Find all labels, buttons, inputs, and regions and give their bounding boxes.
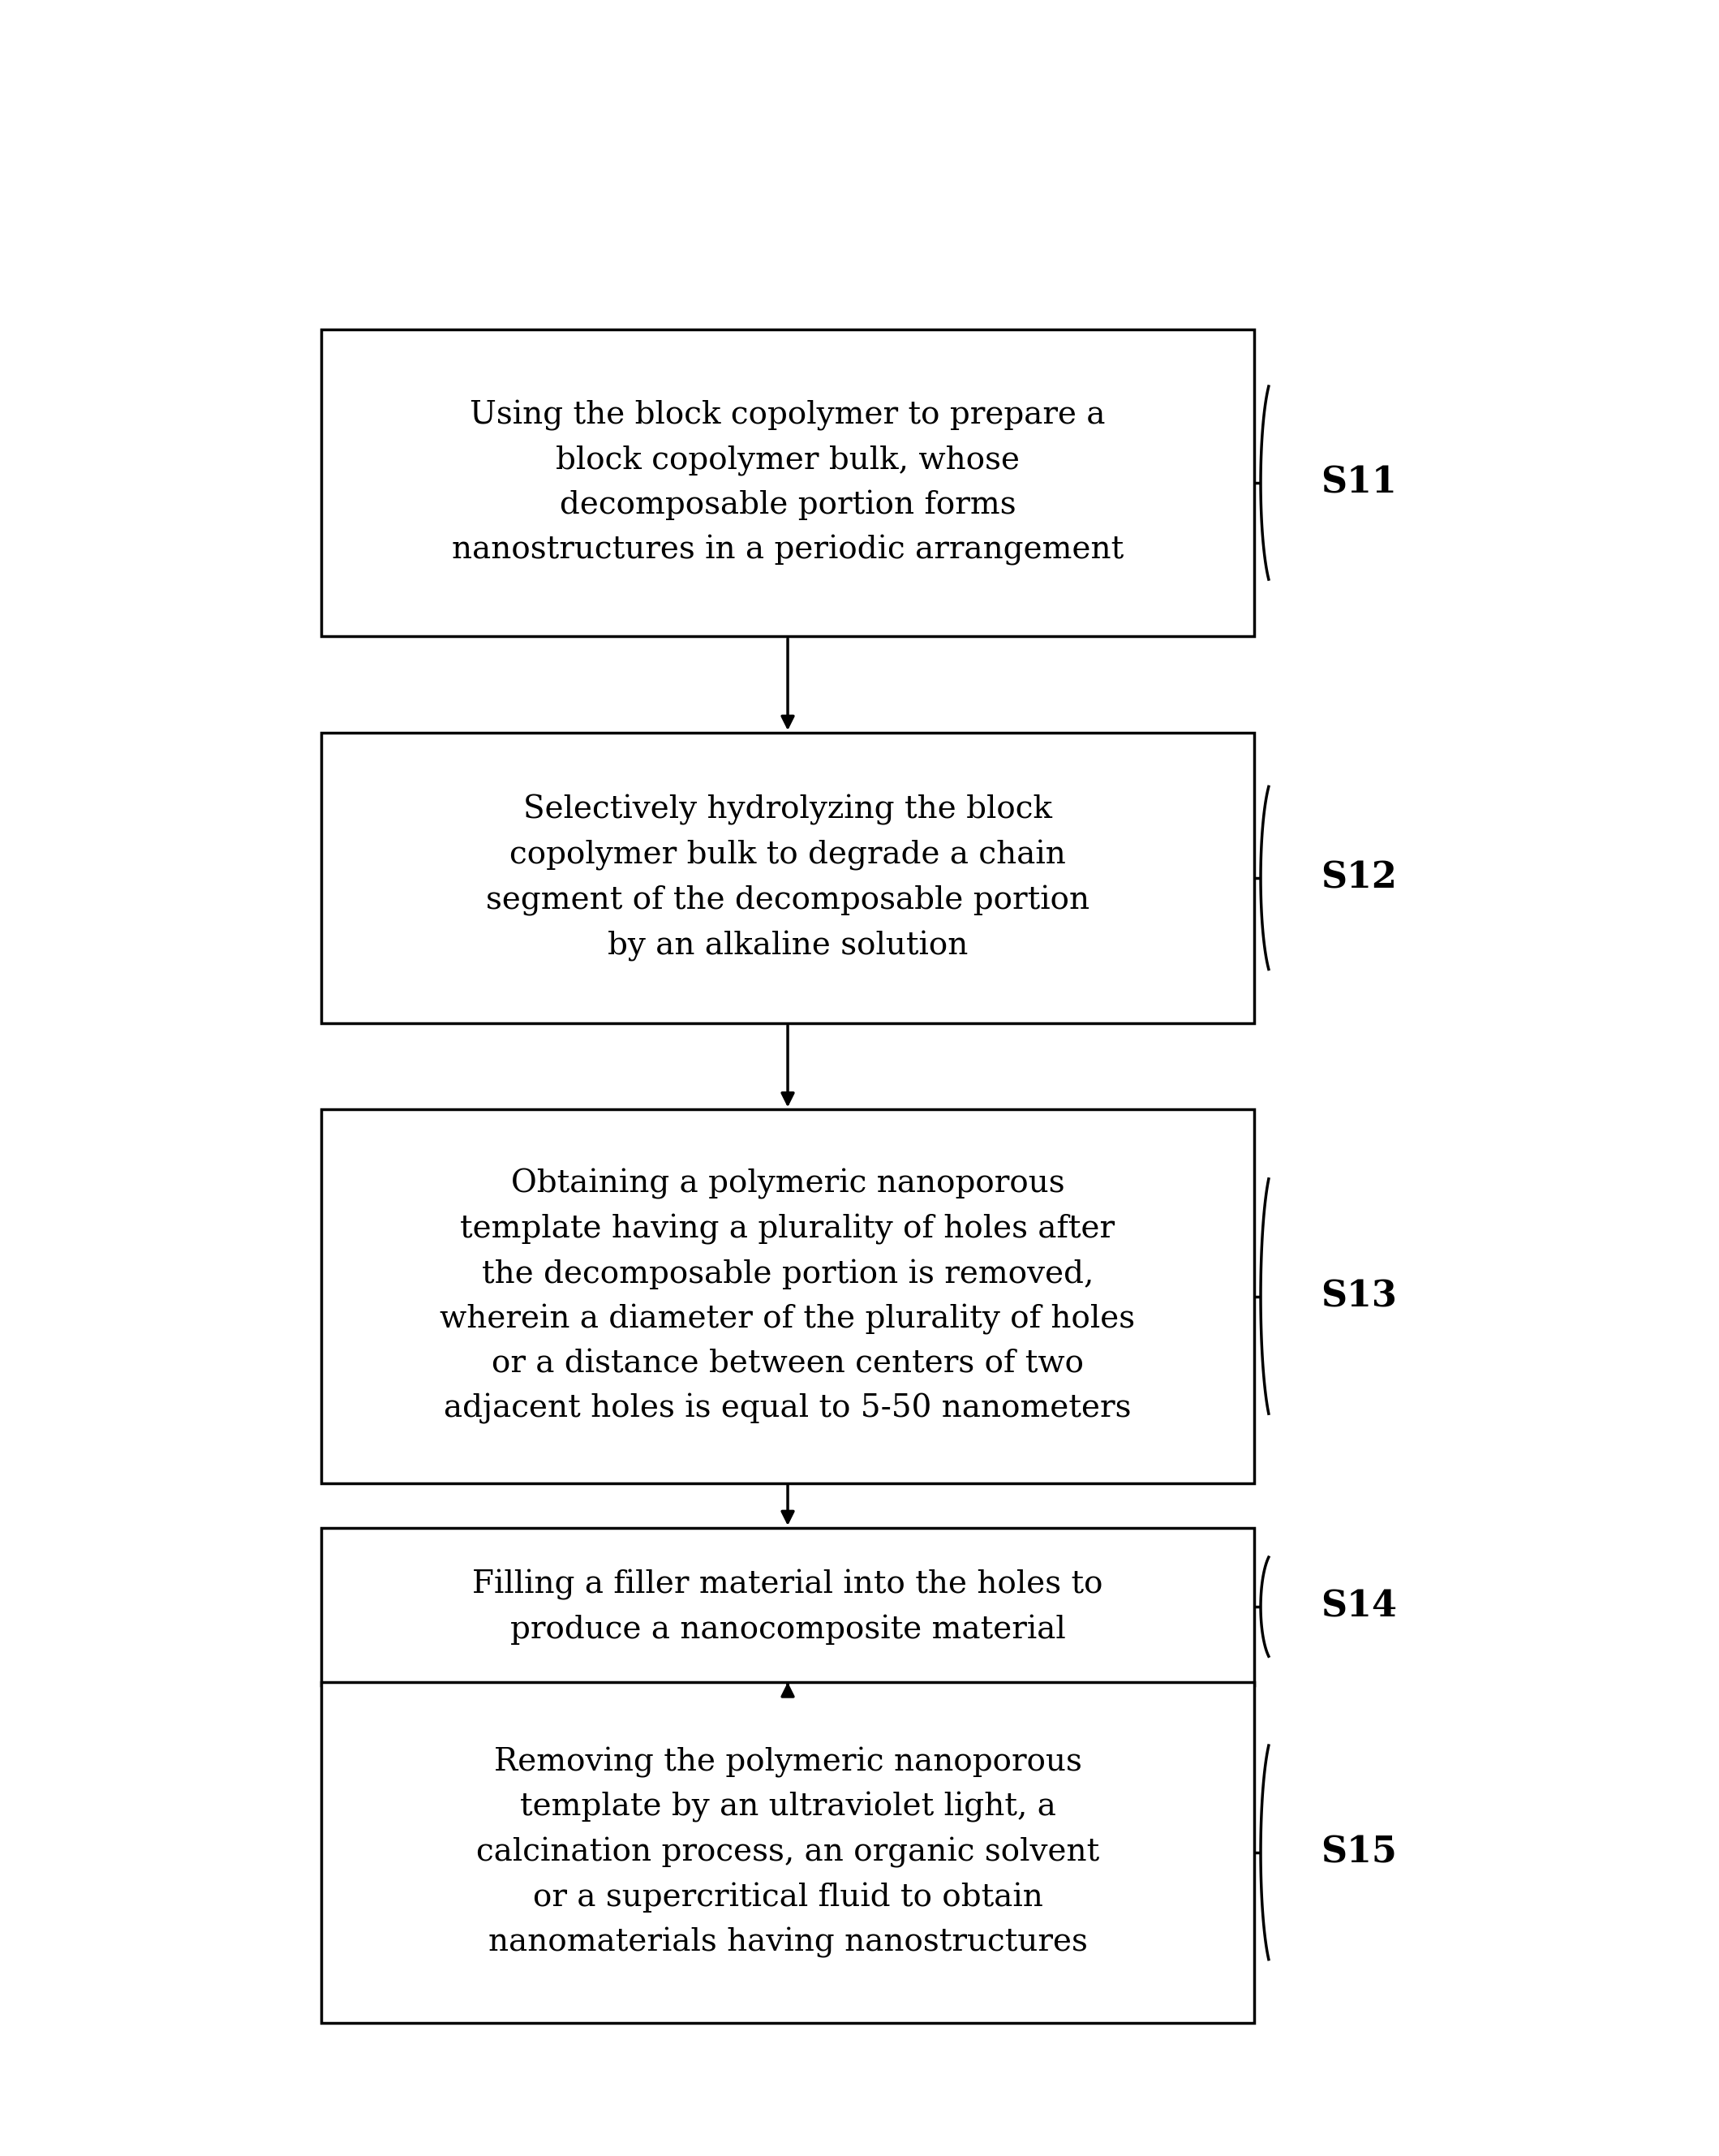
Text: Obtaining a polymeric nanoporous
template having a plurality of holes after
the : Obtaining a polymeric nanoporous templat… [440, 1169, 1135, 1423]
Bar [321, 1529, 1255, 1686]
Text: S14: S14 [1320, 1589, 1398, 1623]
Text: Removing the polymeric nanoporous
template by an ultraviolet light, a
calcinatio: Removing the polymeric nanoporous templa… [476, 1746, 1100, 1958]
Bar [321, 330, 1255, 636]
Text: S11: S11 [1320, 466, 1396, 500]
Text: Using the block copolymer to prepare a
block copolymer bulk, whose
decomposable : Using the block copolymer to prepare a b… [452, 401, 1124, 565]
Bar [321, 733, 1255, 1024]
Text: Selectively hydrolyzing the block
copolymer bulk to degrade a chain
segment of t: Selectively hydrolyzing the block copoly… [486, 796, 1090, 962]
Text: S13: S13 [1320, 1279, 1398, 1313]
Text: Filling a filler material into the holes to
produce a nanocomposite material: Filling a filler material into the holes… [473, 1570, 1104, 1645]
Bar [321, 1682, 1255, 2022]
Text: S15: S15 [1320, 1835, 1398, 1869]
Bar [321, 1110, 1255, 1483]
Text: S12: S12 [1320, 860, 1398, 895]
